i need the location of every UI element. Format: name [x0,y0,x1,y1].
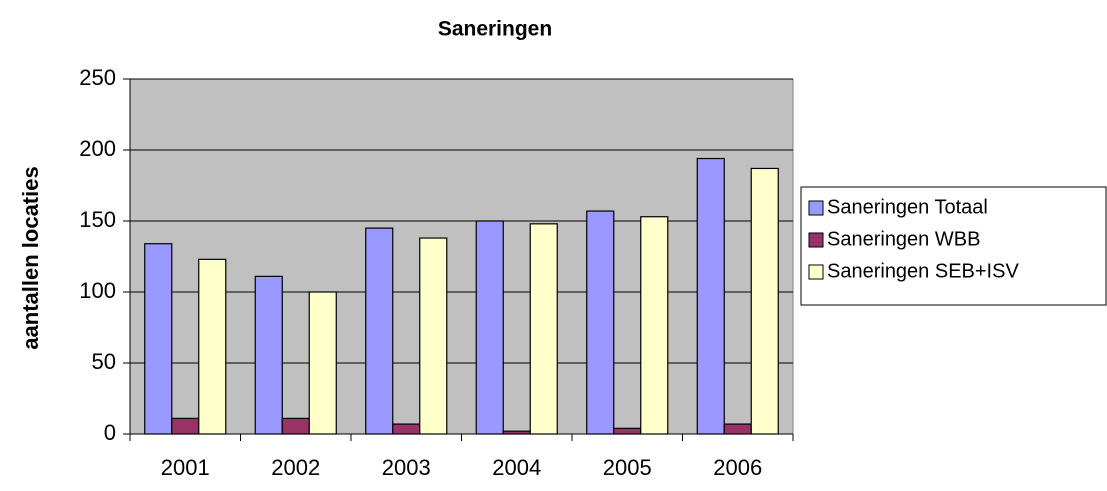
bar [144,243,173,435]
bar [529,223,558,435]
y-tick-label: 250 [79,65,116,90]
y-tick-label: 100 [79,278,116,303]
bar [696,157,725,435]
legend-swatch [808,264,824,280]
x-tick-label: 2003 [382,455,431,480]
bar [392,423,421,435]
legend-swatch [808,232,824,248]
bar [281,417,310,435]
legend-label: Saneringen SEB+ISV [827,260,1019,282]
x-tick-label: 2004 [492,455,541,480]
bar [723,423,752,435]
plot-area [129,78,794,435]
bar [640,216,669,435]
x-tick-label: 2001 [161,455,210,480]
legend-swatch [808,200,824,216]
legend-label: Saneringen WBB [827,228,980,250]
x-tick-label: 2002 [271,455,320,480]
bar [419,237,448,435]
legend-label: Saneringen Totaal [827,196,988,218]
bar [586,210,615,435]
bar [502,430,531,435]
bar [750,167,779,435]
y-axis-label: aantallen locaties [18,166,43,349]
y-tick-label: 200 [79,136,116,161]
bar [171,417,200,435]
x-tick-label: 2006 [713,455,762,480]
y-tick-label: 0 [104,420,116,445]
bar [198,258,227,435]
legend-box [800,186,1107,306]
x-tick-label: 2005 [603,455,652,480]
chart-title: Saneringen [438,18,552,41]
bar [308,291,337,435]
y-tick-label: 150 [79,207,116,232]
y-tick-label: 50 [92,349,116,374]
bar [365,227,394,435]
bar [475,220,504,435]
bar [613,427,642,435]
bar [254,275,283,435]
